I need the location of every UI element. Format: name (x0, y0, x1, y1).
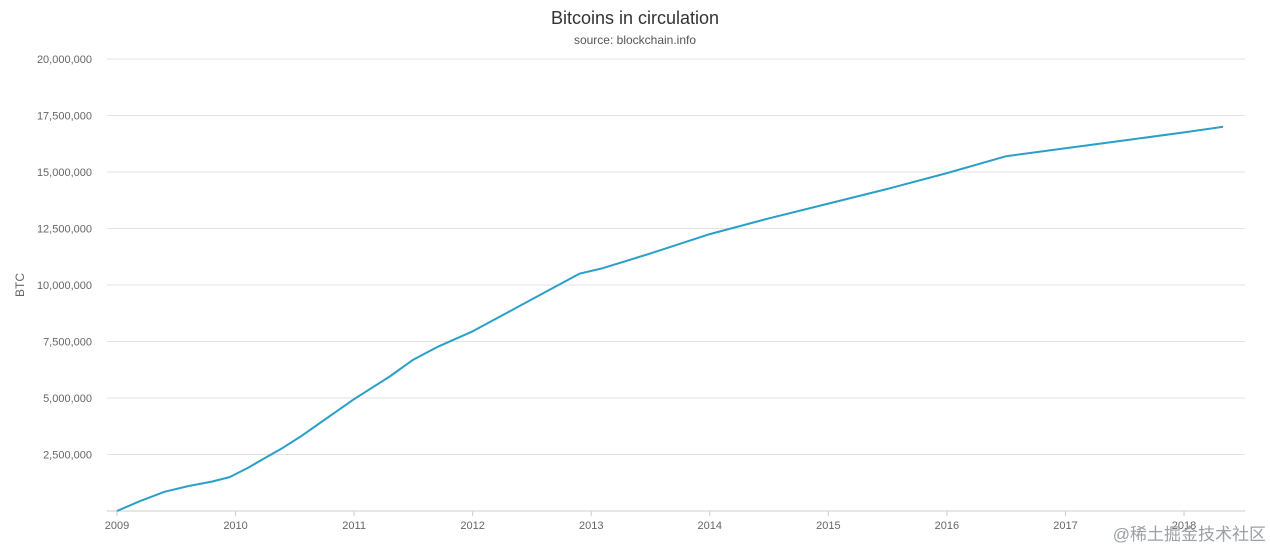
x-axis-ticks: 2009 2010 2011 2012 2013 2014 2015 2016 2017 2018 (105, 511, 1196, 532)
x-tick-label: 2015 (816, 520, 840, 532)
y-tick-label: 2,500,000 (43, 450, 92, 462)
y-axis-ticks: 2,500,000 5,000,000 7,500,000 10,000,000 12,… (37, 54, 92, 462)
y-tick-label: 20,000,000 (37, 54, 92, 66)
y-tick-label: 10,000,000 (37, 280, 92, 292)
x-tick-label: 2011 (342, 520, 366, 532)
series-line-0 (116, 125, 1224, 512)
y-tick-label: 12,500,000 (37, 224, 92, 236)
y-tick-label: 5,000,000 (43, 393, 92, 405)
chart-subtitle: source: blockchain.info (574, 33, 696, 47)
x-tick-label: 2010 (223, 520, 247, 532)
x-tick-label: 2017 (1053, 520, 1077, 532)
y-tick-label: 15,000,000 (37, 167, 92, 179)
chart-title: Bitcoins in circulation (551, 8, 719, 28)
watermark: @稀土掘金技术社区 (1113, 525, 1266, 544)
gridlines (107, 58, 1245, 455)
x-tick-label: 2009 (105, 520, 129, 532)
y-tick-label: 17,500,000 (37, 111, 92, 123)
x-tick-label: 2013 (579, 520, 603, 532)
y-tick-label: 7,500,000 (43, 337, 92, 349)
x-tick-label: 2014 (698, 520, 722, 532)
x-tick-label: 2018 (1172, 520, 1196, 532)
x-tick-label: 2016 (935, 520, 959, 532)
series-layer (116, 125, 1224, 512)
y-axis-label: BTC (13, 273, 27, 297)
x-tick-label: 2012 (460, 520, 484, 532)
